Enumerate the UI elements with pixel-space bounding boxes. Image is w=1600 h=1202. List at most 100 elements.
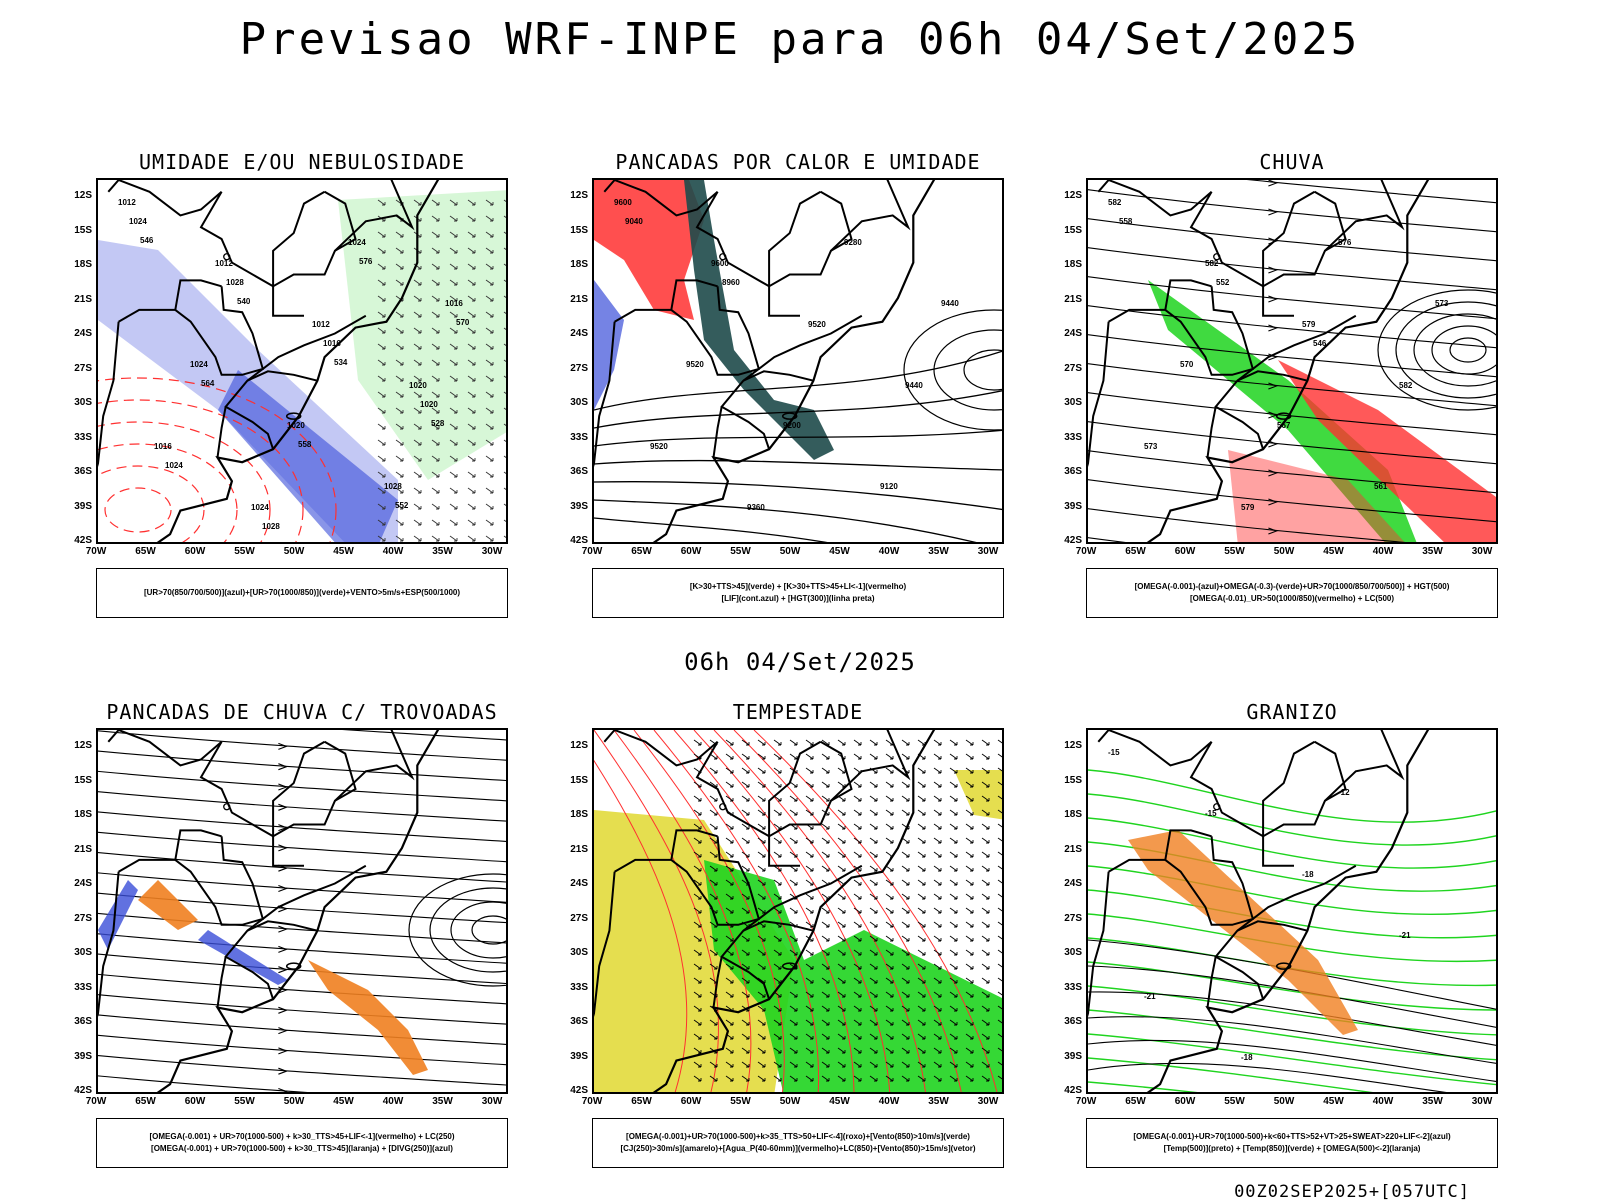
streamline <box>98 872 506 903</box>
streamline-arrow <box>1268 208 1278 216</box>
wind-arrow <box>853 1061 862 1068</box>
legend-line: [K>30+TTS>45](verde) + [K>30+TTS>45+LI<-… <box>689 582 907 591</box>
map-canvas: -15 -15 -18 -21 -21 -18 -12 <box>1088 730 1496 1092</box>
wind-arrow <box>853 977 862 984</box>
wind-arrow <box>885 753 894 760</box>
wind-arrow <box>449 359 458 366</box>
wind-arrow <box>757 1019 766 1026</box>
wind-arrow <box>965 1033 974 1040</box>
wind-arrow <box>869 753 878 760</box>
wind-arrow <box>789 1075 798 1082</box>
contour-line <box>98 399 304 542</box>
wind-arrow <box>431 471 440 478</box>
country-border <box>216 956 227 1008</box>
contour-label: 9440 <box>941 299 959 308</box>
streamline <box>1246 180 1496 204</box>
wind-arrow <box>741 781 750 788</box>
wind-arrow <box>869 851 878 858</box>
streamline-arrow <box>1268 295 1278 303</box>
wind-arrow <box>997 837 1002 844</box>
contour-label: 546 <box>140 236 154 245</box>
wind-arrow <box>741 865 750 872</box>
wind-arrow <box>837 865 846 872</box>
latitude-tick-label: 27S <box>1064 362 1082 374</box>
wind-arrow <box>965 907 974 914</box>
country-border <box>758 864 863 920</box>
wind-arrow <box>821 823 830 830</box>
country-border <box>1088 321 1110 467</box>
contour-labels: 1012 1012 1012 1020 1016 1024 1024 1016 1024 1020… <box>118 198 470 531</box>
wind-arrow <box>997 963 1002 970</box>
streamline <box>98 1014 506 1045</box>
wind-arrow <box>757 1047 766 1054</box>
wind-arrow <box>773 935 782 942</box>
wind-arrow <box>377 247 386 254</box>
wind-arrow <box>901 851 910 858</box>
wind-arrow <box>693 907 702 914</box>
weather-map-panel: 582 582 579 582 573 579 576 573 570 567 561 558 552 5… <box>1086 178 1498 544</box>
wind-arrow <box>773 837 782 844</box>
wind-arrow <box>949 823 958 830</box>
contour-label: 1016 <box>445 299 463 308</box>
latitude-tick-label: 33S <box>1064 981 1082 993</box>
contour-label: 1016 <box>154 442 172 451</box>
contour-label: -18 <box>1241 1053 1253 1062</box>
wind-arrow <box>965 1019 974 1026</box>
wind-arrow <box>869 865 878 872</box>
wind-arrow <box>467 343 476 350</box>
wind-arrow <box>949 1075 958 1082</box>
wind-arrow <box>773 893 782 900</box>
wind-arrow <box>933 935 942 942</box>
wind-arrow <box>467 519 476 526</box>
contour-line <box>1449 337 1487 363</box>
wind-arrow <box>467 231 476 238</box>
contour-label: 558 <box>1119 217 1133 226</box>
contour-label: 582 <box>1108 198 1122 207</box>
wind-arrow <box>431 439 440 446</box>
wind-arrow <box>917 879 926 886</box>
wind-arrow <box>997 991 1002 998</box>
wind-arrow <box>997 795 1002 802</box>
streamline-arrow <box>278 844 288 852</box>
wind-arrow <box>377 359 386 366</box>
wind-arrow <box>485 215 494 222</box>
wind-arrow <box>805 991 814 998</box>
temperature-850-contour <box>1088 793 1496 846</box>
wind-arrow <box>933 753 942 760</box>
contour-line <box>1413 313 1496 387</box>
country-border <box>768 740 853 867</box>
longitude-tick-label: 50W <box>283 1096 305 1107</box>
wind-arrow <box>377 455 386 462</box>
longitude-tick-label: 65W <box>135 1096 156 1107</box>
wind-arrow <box>869 991 878 998</box>
wind-arrow <box>413 503 422 510</box>
wind-arrow <box>837 907 846 914</box>
wind-arrow <box>789 1061 798 1068</box>
streamline <box>1088 363 1496 407</box>
streamline <box>98 811 506 842</box>
wind-arrow <box>377 487 386 494</box>
wind-arrow <box>693 1075 702 1082</box>
wind-arrow <box>741 739 750 746</box>
contour-label: 546 <box>1313 339 1327 348</box>
wind-arrow <box>981 949 990 956</box>
wind-arrow <box>981 879 990 886</box>
latitude-tick-label: 24S <box>1064 328 1082 339</box>
streamline <box>1088 247 1496 291</box>
wind-arrow <box>933 1075 942 1082</box>
wind-arrow <box>981 795 990 802</box>
longitude-tick-label: 60W <box>680 1096 702 1107</box>
longitude-tick-label: 55W <box>730 546 751 557</box>
wind-arrow <box>917 823 926 830</box>
wind-arrow <box>885 837 894 844</box>
streamline-arrow <box>1268 382 1278 390</box>
streamline <box>98 1034 506 1066</box>
wind-arrow <box>693 991 702 998</box>
wind-arrow <box>395 343 404 350</box>
wind-arrow <box>377 407 386 414</box>
longitude-tick-label: 30W <box>481 546 503 557</box>
wind-arrow <box>395 407 404 414</box>
wind-arrow <box>709 879 718 886</box>
wind-arrow <box>449 263 458 270</box>
wind-arrow <box>853 893 862 900</box>
